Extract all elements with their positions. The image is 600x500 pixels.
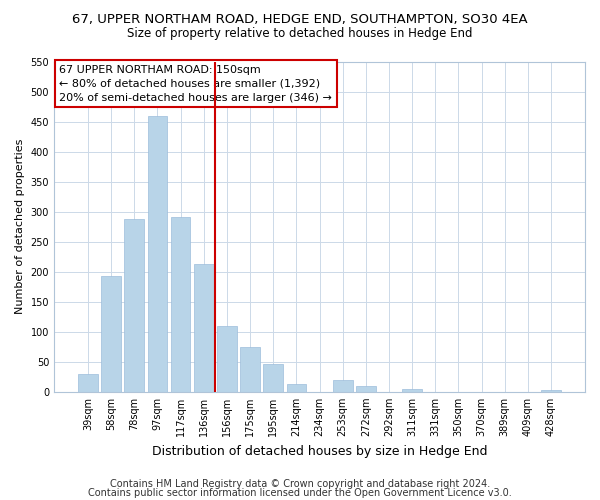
Text: 67, UPPER NORTHAM ROAD, HEDGE END, SOUTHAMPTON, SO30 4EA: 67, UPPER NORTHAM ROAD, HEDGE END, SOUTH…: [72, 12, 528, 26]
Text: Contains public sector information licensed under the Open Government Licence v3: Contains public sector information licen…: [88, 488, 512, 498]
X-axis label: Distribution of detached houses by size in Hedge End: Distribution of detached houses by size …: [152, 444, 487, 458]
Text: Contains HM Land Registry data © Crown copyright and database right 2024.: Contains HM Land Registry data © Crown c…: [110, 479, 490, 489]
Bar: [148, 116, 167, 392]
Bar: [333, 380, 353, 392]
Bar: [194, 264, 214, 392]
Y-axis label: Number of detached properties: Number of detached properties: [15, 139, 25, 314]
Bar: [217, 326, 237, 392]
Bar: [124, 220, 144, 392]
Text: 67 UPPER NORTHAM ROAD: 150sqm
← 80% of detached houses are smaller (1,392)
20% o: 67 UPPER NORTHAM ROAD: 150sqm ← 80% of d…: [59, 65, 332, 103]
Bar: [287, 384, 306, 392]
Bar: [356, 386, 376, 392]
Bar: [171, 217, 190, 392]
Bar: [101, 276, 121, 392]
Bar: [541, 390, 561, 392]
Bar: [263, 364, 283, 392]
Text: Size of property relative to detached houses in Hedge End: Size of property relative to detached ho…: [127, 28, 473, 40]
Bar: [240, 348, 260, 392]
Bar: [402, 389, 422, 392]
Bar: [78, 374, 98, 392]
